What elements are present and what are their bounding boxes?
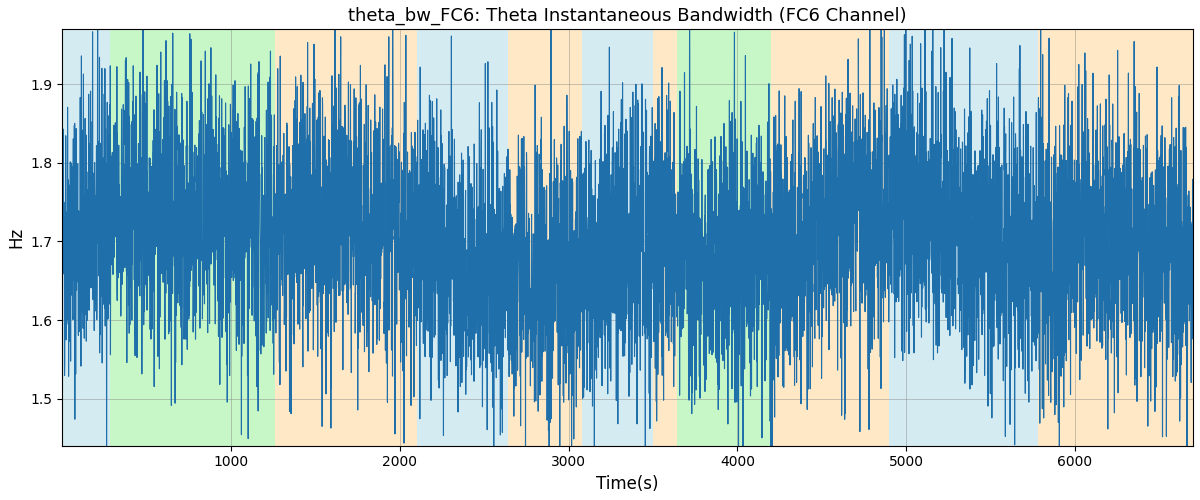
Bar [62,30,109,446]
Bar [508,30,582,446]
Bar [889,30,1038,446]
Bar [653,30,677,446]
Y-axis label: Hz: Hz [7,227,25,248]
Bar [772,30,889,446]
Bar [582,30,653,446]
Bar [275,30,416,446]
Title: theta_bw_FC6: Theta Instantaneous Bandwidth (FC6 Channel): theta_bw_FC6: Theta Instantaneous Bandwi… [348,7,907,25]
Bar [1038,30,1193,446]
Bar [416,30,508,446]
X-axis label: Time(s): Time(s) [596,475,659,493]
Bar [109,30,275,446]
Bar [677,30,772,446]
